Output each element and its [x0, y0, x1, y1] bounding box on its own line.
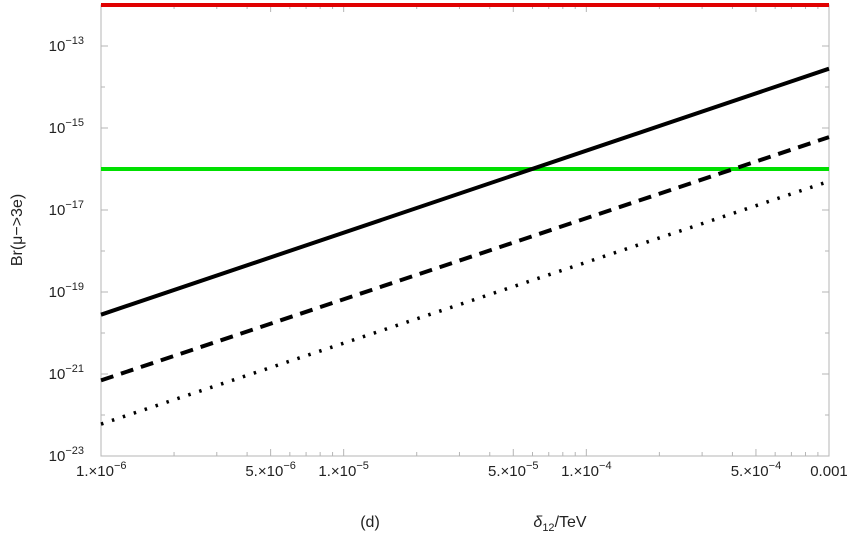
- x-tick-label: 1.×10−6: [76, 460, 127, 480]
- tick-marks: [100, 4, 829, 457]
- series-line-solid: [100, 66, 830, 317]
- x-tick-labels: 1.×10−6 5.×10−6 1.×10−5 5.×10−5 1.×10−4 5.×10…: [76, 460, 848, 480]
- y-tick-label: 10−23: [49, 445, 84, 465]
- x-axis-label: δ12/TeV: [533, 514, 586, 534]
- series-line-dotted: [100, 179, 830, 426]
- y-axis-label: Br(μ−>3e): [9, 194, 26, 266]
- x-tick-label: 5.×10−6: [245, 460, 296, 480]
- y-tick-label: 10−17: [49, 199, 84, 219]
- y-tick-label: 10−19: [49, 281, 84, 301]
- y-tick-label: 10−15: [49, 117, 84, 137]
- series-layer: [100, 3, 830, 426]
- y-tick-labels: 10−13 10−15 10−17 10−19 10−21 10−23: [49, 35, 84, 465]
- x-tick-label: 5.×10−4: [731, 460, 782, 480]
- x-tick-label: 1.×10−4: [561, 460, 612, 480]
- x-tick-label: 5.×10−5: [488, 460, 539, 480]
- x-tick-label: 0.001: [810, 463, 848, 480]
- panel-label: (d): [360, 514, 380, 531]
- x-tick-label: 1.×10−5: [318, 460, 369, 480]
- series-line-dashed: [100, 135, 830, 383]
- plot-frame: [100, 4, 830, 457]
- y-tick-label: 10−21: [49, 363, 84, 383]
- y-tick-label: 10−13: [49, 35, 84, 55]
